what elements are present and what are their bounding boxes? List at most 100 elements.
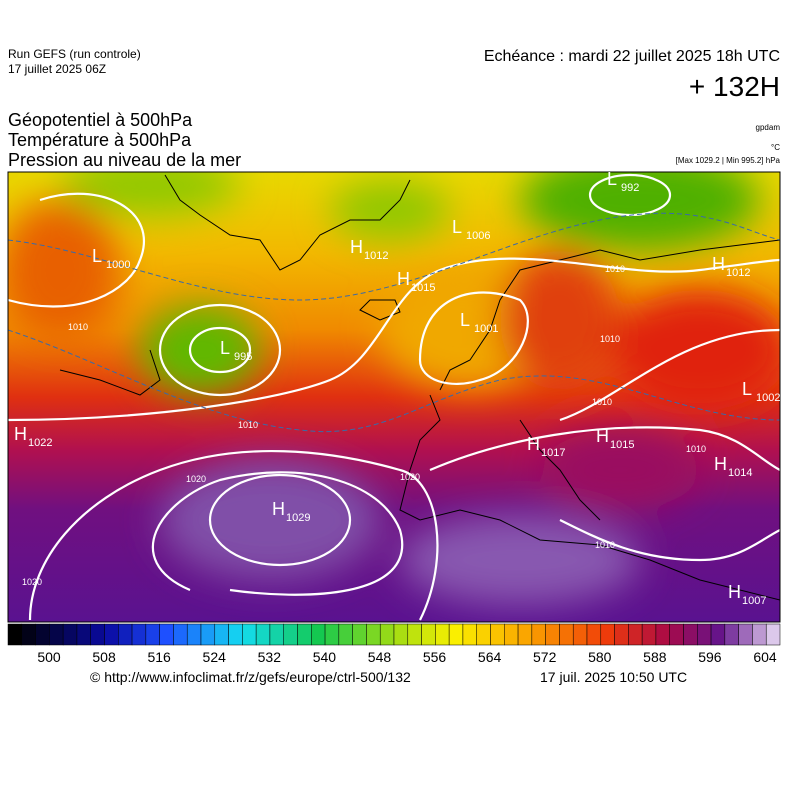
center-value: 1012	[726, 267, 750, 279]
colorbar-cell	[145, 623, 160, 646]
colorbar-cell	[504, 623, 519, 646]
colorbar-cell	[476, 623, 491, 646]
colorbar-tick-label: 540	[313, 649, 337, 665]
colorbar-cell	[724, 623, 739, 646]
colorbar-cell	[255, 623, 271, 646]
center-value: 1017	[541, 447, 565, 459]
center-value: 1012	[364, 250, 388, 262]
colorbar-tick-label: 556	[423, 649, 447, 665]
center-letter: H	[272, 499, 285, 519]
field-title: Géopotentiel à 500hPa	[8, 110, 193, 130]
colorbar-cell	[118, 623, 133, 646]
center-letter: L	[220, 338, 230, 358]
isobar-label: 1010	[600, 334, 620, 344]
colorbar-cell	[628, 623, 643, 646]
colorbar-cell	[407, 623, 422, 646]
isobar-label: 1010	[686, 444, 706, 454]
colorbar-cell	[297, 623, 312, 646]
colorbar-cell	[352, 623, 367, 646]
colorbar-tick-label: 580	[588, 649, 612, 665]
pressure-center: H 1012	[712, 254, 750, 279]
center-letter: L	[742, 379, 752, 399]
colorbar-cell	[531, 623, 546, 646]
colorbar-cell	[379, 623, 395, 646]
colorbar-cell	[490, 623, 505, 646]
colorbar-cell	[462, 623, 477, 646]
center-value: 1007	[742, 595, 766, 607]
center-value: 1015	[411, 282, 435, 294]
pressure-center: H 1014	[714, 454, 752, 479]
center-value: 1000	[106, 259, 130, 271]
isobar-label: 1020	[400, 472, 420, 482]
center-letter: L	[607, 169, 617, 189]
center-letter: H	[728, 582, 741, 602]
colorbar-cell	[173, 623, 188, 646]
colorbar-cell	[269, 623, 284, 646]
colorbar-cell	[572, 623, 588, 646]
colorbar-cell	[559, 623, 574, 646]
colorbar-cell	[448, 623, 464, 646]
isobar-label: 1010	[68, 322, 88, 332]
pressure-center: L 1000	[92, 246, 130, 271]
pressure-center: L 1006	[452, 217, 490, 242]
colorbar-cell	[655, 623, 670, 646]
colorbar-cell	[765, 623, 781, 646]
center-letter: H	[14, 424, 27, 444]
colorbar-cell	[214, 623, 229, 646]
unit: gpdam	[756, 123, 781, 132]
colorbar-tick-label: 524	[203, 649, 227, 665]
colorbar-cell	[366, 623, 381, 646]
isobar-label: 1010	[238, 420, 258, 430]
field-title: Température à 500hPa	[8, 130, 192, 150]
unit: [Max 1029.2 | Min 995.2] hPa	[676, 156, 781, 165]
center-letter: H	[714, 454, 727, 474]
center-letter: H	[596, 426, 609, 446]
center-letter: H	[712, 254, 725, 274]
center-value: 1002	[756, 392, 780, 404]
center-value: 1014	[728, 467, 752, 479]
colorbar-cell	[710, 623, 726, 646]
colorbar-cell	[421, 623, 436, 646]
generated-time: 17 juil. 2025 10:50 UTC	[540, 669, 687, 685]
center-value: 1029	[286, 512, 310, 524]
colorbar-cell	[586, 623, 602, 646]
pressure-center: H 1017	[527, 434, 565, 459]
colorbar-cell	[600, 623, 615, 646]
colorbar-tick-label: 500	[37, 649, 61, 665]
colorbar-cell	[90, 623, 105, 646]
field-title: Pression au niveau de la mer	[8, 150, 241, 170]
colorbar-tick-label: 548	[368, 649, 392, 665]
pressure-center: L 992	[607, 169, 639, 194]
colorbar-cell	[311, 623, 326, 646]
source-url: © http://www.infoclimat.fr/z/gefs/europe…	[90, 669, 411, 685]
colorbar-cell	[435, 623, 450, 646]
pressure-center: L 995	[220, 338, 252, 363]
colorbar-cell	[614, 623, 629, 646]
colorbar-cell	[324, 623, 340, 646]
colorbar-cell	[545, 623, 560, 646]
forecast-time: Echéance : mardi 22 juillet 2025 18h UTC	[484, 48, 780, 65]
colorbar-tick-label: 564	[478, 649, 502, 665]
center-letter: L	[452, 217, 462, 237]
isobar-label: 1010	[595, 540, 615, 550]
colorbar-tick-label: 604	[753, 649, 777, 665]
colorbar-cell	[131, 623, 147, 646]
pressure-center: L 1002	[742, 379, 780, 404]
pressure-center: H 1022	[14, 424, 52, 449]
center-value: 1015	[610, 439, 634, 451]
colorbar-cell	[752, 623, 767, 646]
colorbar-cell	[669, 623, 684, 646]
isobar-label: 1010	[592, 397, 612, 407]
pressure-center: H 1012	[350, 237, 388, 262]
colorbar-cell	[76, 623, 91, 646]
colorbar-cell	[186, 623, 202, 646]
pressure-center: H 1029	[272, 499, 310, 524]
colorbar-cell	[338, 623, 353, 646]
colorbar-cell	[49, 623, 64, 646]
center-letter: L	[92, 246, 102, 266]
pressure-center: H 1015	[596, 426, 634, 451]
center-value: 1006	[466, 230, 490, 242]
center-value: 992	[621, 182, 639, 194]
run-date: 17 juillet 2025 06Z	[8, 62, 106, 76]
pressure-center: H 1007	[728, 582, 766, 607]
